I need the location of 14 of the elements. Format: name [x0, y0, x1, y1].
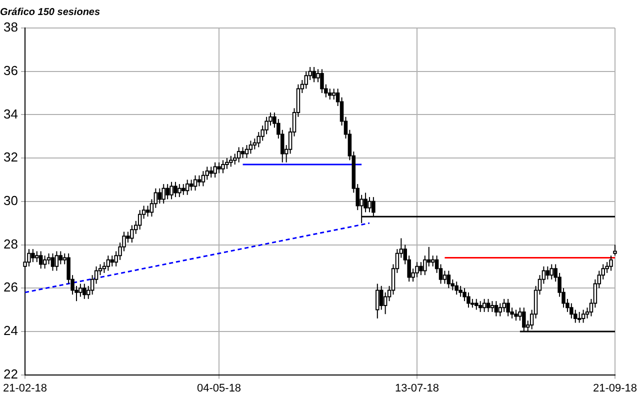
y-tick-label: 22: [4, 366, 18, 382]
x-tick-label: 21-02-18: [2, 382, 48, 394]
y-tick-label: 32: [4, 150, 18, 165]
y-tick-label: 28: [4, 236, 18, 252]
y-tick-label: 30: [4, 192, 18, 208]
y-tick-label: 36: [4, 62, 18, 78]
y-tick-label: 38: [4, 20, 18, 35]
chart-title: Gráfico 150 sesiones: [0, 6, 100, 18]
y-tick-label: 26: [4, 280, 18, 295]
y-tick-label: 24: [4, 323, 18, 338]
x-tick-label: 04-05-18: [197, 382, 242, 394]
x-tick-label: 13-07-18: [394, 382, 440, 394]
y-tick-label: 34: [4, 106, 18, 122]
x-tick-label: 21-09-18: [592, 382, 638, 394]
